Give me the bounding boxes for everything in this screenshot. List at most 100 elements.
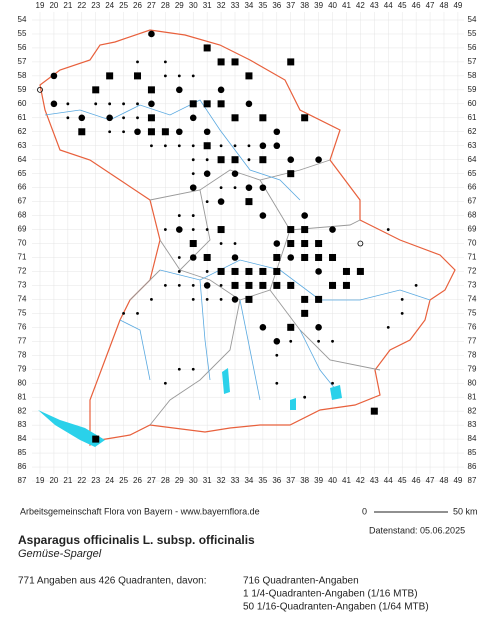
row-label: 60: [18, 99, 27, 108]
row-label: 64: [468, 155, 477, 164]
grid: [32, 12, 464, 482]
column-label: 38: [300, 476, 309, 485]
small-record-dot: [386, 228, 390, 231]
small-record-dot: [233, 242, 237, 245]
small-record-dot: [205, 270, 209, 273]
small-record-dot: [317, 339, 320, 343]
row-label: 68: [18, 211, 27, 220]
record-dot: [273, 128, 281, 136]
row-label: 83: [468, 420, 477, 429]
row-label: 55: [468, 29, 477, 38]
row-label: 75: [18, 308, 27, 317]
quadrant-record: [259, 281, 267, 289]
column-label: 30: [189, 1, 198, 10]
row-label: 67: [468, 197, 477, 206]
quadrant-record: [329, 253, 337, 261]
quadrant-record: [245, 281, 253, 289]
row-label: 70: [18, 239, 27, 248]
small-record-dot: [191, 284, 195, 287]
record-dot: [176, 128, 183, 136]
row-label: 86: [468, 462, 477, 471]
record-dot: [189, 114, 197, 122]
small-record-dot: [122, 116, 125, 120]
column-label: 46: [412, 476, 421, 485]
quadrant-record: [147, 128, 155, 136]
quadrant-record: [203, 253, 211, 261]
quadrant-record: [315, 295, 323, 303]
quadrant-record: [356, 267, 364, 275]
column-label: 35: [258, 1, 267, 10]
small-record-dot: [191, 158, 195, 162]
column-label: 19: [36, 476, 45, 485]
record-dot: [148, 30, 155, 38]
small-record-dot: [177, 74, 181, 78]
quadrant-record: [147, 114, 155, 122]
row-label: 76: [18, 322, 27, 331]
quadrant-record: [203, 142, 211, 150]
record-dot: [189, 184, 197, 191]
row-label: 59: [468, 85, 477, 94]
small-record-dot: [219, 144, 223, 148]
column-label: 30: [189, 476, 198, 485]
column-label: 28: [161, 1, 170, 10]
small-record-dot: [331, 339, 334, 343]
column-label: 22: [77, 476, 86, 485]
small-record-dot: [163, 60, 167, 64]
row-label: 66: [18, 183, 27, 192]
column-label: 29: [175, 1, 184, 10]
row-label: 74: [468, 295, 477, 304]
quadrant-record: [301, 240, 309, 248]
row-label: 82: [468, 406, 477, 415]
column-label: 43: [370, 476, 379, 485]
row-label: 81: [18, 392, 27, 401]
row-label: 62: [468, 127, 477, 136]
small-record-dot: [177, 270, 181, 273]
small-record-dot: [122, 102, 125, 106]
column-label: 43: [370, 1, 379, 10]
record-dot: [287, 254, 295, 261]
column-label: 41: [342, 1, 351, 10]
column-label: 40: [328, 476, 337, 485]
quadrant-record: [189, 100, 197, 108]
record-dot: [203, 128, 211, 136]
small-record-dot: [80, 130, 84, 134]
small-record-dot: [205, 158, 209, 162]
quadrant-record: [245, 198, 253, 206]
quadrant-record: [301, 295, 309, 303]
small-record-dot: [66, 102, 70, 106]
small-record-dot: [386, 325, 390, 329]
open-record: [37, 86, 43, 93]
row-label: 78: [468, 350, 477, 359]
small-record-dot: [150, 144, 153, 148]
row-label: 70: [468, 239, 477, 248]
column-label: 49: [453, 1, 462, 10]
record-dot: [50, 100, 58, 108]
row-label: 67: [18, 197, 27, 206]
row-label: 73: [18, 281, 27, 290]
record-dot: [301, 212, 308, 219]
small-record-dot: [233, 186, 237, 190]
column-label: 34: [244, 1, 253, 10]
row-label: 62: [18, 127, 27, 136]
small-record-dot: [177, 284, 181, 287]
small-record-dot: [400, 311, 404, 315]
quadrant-record: [259, 114, 267, 122]
record-dot: [148, 100, 155, 108]
record-dot: [273, 338, 281, 345]
title: Asparagus officinalis L. subsp. officina…: [18, 533, 255, 547]
column-label: 32: [217, 1, 226, 10]
small-record-dot: [136, 60, 139, 64]
row-label: 75: [468, 308, 477, 317]
row-label: 72: [18, 267, 27, 276]
record-dot: [315, 156, 322, 163]
small-record-dot: [205, 200, 209, 204]
record-dot: [217, 198, 225, 205]
row-label: 87: [468, 476, 477, 485]
quadrant-record: [106, 72, 114, 80]
column-label: 31: [203, 476, 212, 485]
quadrant-record: [287, 58, 295, 66]
row-label: 85: [18, 448, 27, 457]
record-dot: [287, 156, 295, 163]
column-label: 41: [342, 476, 351, 485]
record-dot: [176, 86, 183, 94]
